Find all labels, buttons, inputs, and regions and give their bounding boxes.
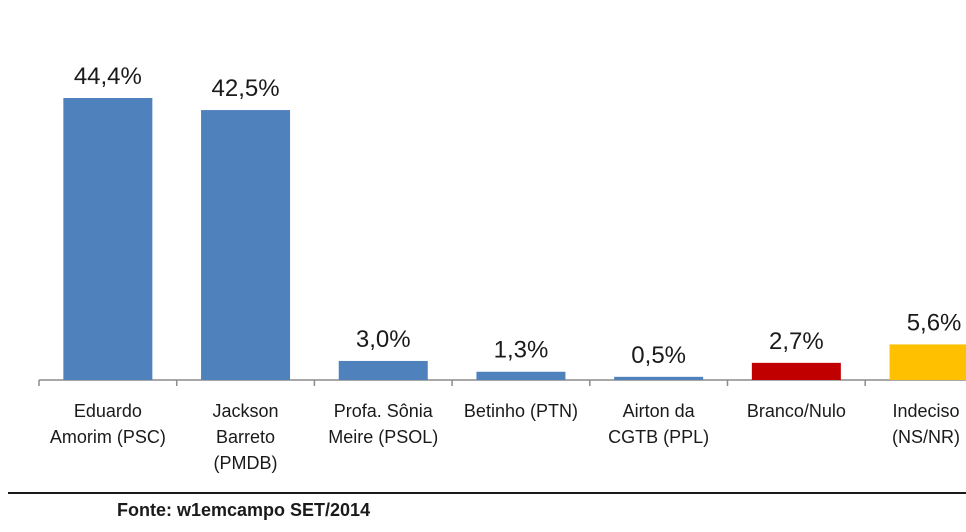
data-label-6: 5,6% — [907, 309, 962, 336]
data-label-0: 44,4% — [74, 63, 142, 90]
divider-line — [8, 492, 966, 494]
category-label-6: Indeciso (NS/NR) — [892, 401, 960, 447]
data-label-2: 3,0% — [356, 326, 411, 353]
bar-5 — [751, 362, 841, 380]
bar-3 — [476, 371, 566, 380]
bar-chart: 44,4% Eduardo Amorim (PSC) 42,5% Jackson Barr… — [38, 63, 966, 473]
bar-6 — [889, 344, 966, 380]
category-label-2: Profa. Sônia Meire (PSOL) — [328, 401, 438, 447]
category-label-0: Eduardo Amorim (PSC) — [50, 401, 166, 447]
category-label-1: Jackson Barreto (PMDB) — [213, 401, 279, 473]
bar-0 — [63, 98, 153, 380]
data-label-3: 1,3% — [494, 337, 549, 364]
bar-4 — [614, 376, 704, 380]
category-label-5: Branco/Nulo — [747, 401, 846, 421]
bar-2 — [338, 360, 428, 380]
category-label-4: Airton da CGTB (PPL) — [608, 401, 709, 447]
data-label-4: 0,5% — [631, 342, 686, 369]
data-label-5: 2,7% — [769, 328, 824, 355]
data-label-1: 42,5% — [212, 75, 280, 102]
bar-1 — [201, 110, 291, 380]
category-label-3: Betinho (PTN) — [464, 401, 578, 421]
source-note: Fonte: w1emcampo SET/2014 — [117, 500, 371, 520]
